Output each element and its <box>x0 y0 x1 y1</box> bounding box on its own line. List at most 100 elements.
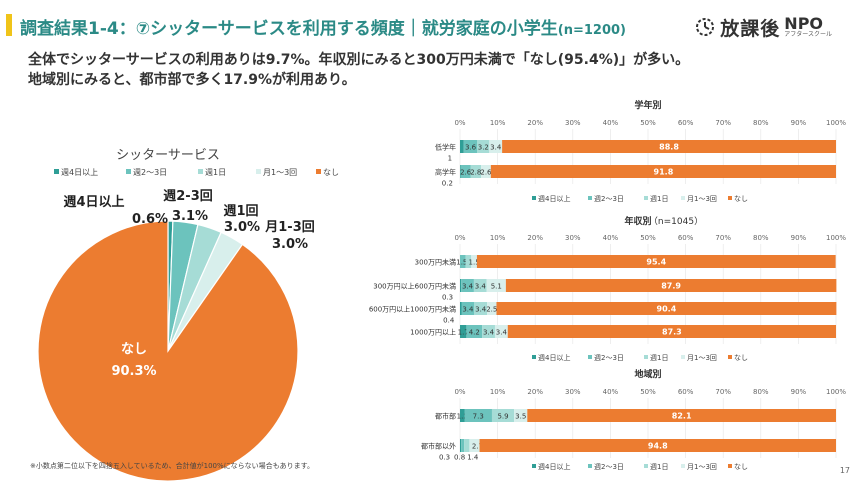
bar-legend-label: 週2〜3日 <box>594 462 624 471</box>
bar-value-label: 1 <box>448 155 452 163</box>
pie-slice <box>37 220 299 482</box>
bar-segment <box>489 140 503 153</box>
bar-chart-title: 年収別 <box>624 215 651 227</box>
pie-slice-value: 3.1% <box>172 209 208 224</box>
bar-legend-swatch <box>681 196 685 200</box>
bar-segment <box>460 439 462 452</box>
bar-segment <box>465 255 472 268</box>
axis-tick-label: 40% <box>603 234 619 242</box>
axis-tick-label: 20% <box>527 234 543 242</box>
bar-legend-label: 月1〜3回 <box>687 354 717 362</box>
pie-slice-label: なし <box>121 342 147 357</box>
pie-slice-value: 90.3% <box>111 364 156 379</box>
bar-segment <box>482 325 495 338</box>
axis-tick-label: 0% <box>454 388 465 396</box>
bar-segment <box>473 279 487 292</box>
pie-legend-label: なし <box>323 168 339 177</box>
bar-value-label: 2.5 <box>486 306 497 314</box>
bar-segment <box>460 325 467 338</box>
bar-value-label: 4.2 <box>469 329 480 337</box>
bar-segment <box>507 325 836 338</box>
bar-legend-label: なし <box>734 195 748 203</box>
axis-tick-label: 50% <box>640 388 656 396</box>
bar-legend-swatch <box>681 464 685 468</box>
bar-value-label: 82.1 <box>672 412 692 421</box>
axis-tick-label: 90% <box>791 234 807 242</box>
pie-slice-label: 週4日以上 <box>63 195 124 210</box>
axis-tick-label: 100% <box>826 234 846 242</box>
bar-legend-swatch <box>532 355 536 359</box>
bar-legend-label: 週4日以上 <box>538 194 570 203</box>
bar-segment <box>486 279 506 292</box>
logo-clock-icon <box>696 18 715 36</box>
axis-tick-label: 20% <box>527 119 543 127</box>
bar-legend-swatch <box>728 355 732 359</box>
axis-tick-label: 10% <box>490 388 506 396</box>
bar-segment <box>487 302 497 315</box>
category-label: 低学年 <box>435 143 456 152</box>
bar-segment <box>460 165 461 178</box>
pie-legend-swatch <box>198 169 203 174</box>
page-number: 17 <box>839 466 850 475</box>
category-label: 300万円以上600万円未満 <box>373 282 456 291</box>
axis-tick-label: 60% <box>678 388 694 396</box>
bar-value-label: 3.4 <box>462 306 474 314</box>
bar-value-label: 2.7 <box>472 443 483 451</box>
pie-legend-swatch <box>256 169 261 174</box>
bar-legend-swatch <box>588 196 592 200</box>
bar-segment <box>470 165 482 178</box>
bar-segment <box>466 325 483 338</box>
bar-legend-label: 週2〜3日 <box>594 353 624 362</box>
bar-value-label: 87.9 <box>661 282 681 291</box>
pie-slice-label: 週2-3回 <box>163 189 213 204</box>
bar-legend-swatch <box>532 464 536 468</box>
bar-legend-label: 月1〜3回 <box>687 195 717 203</box>
bar-segment <box>464 439 470 452</box>
pie-slice-value: 3.0% <box>272 237 308 252</box>
bar-segment <box>494 325 508 338</box>
bar-chart-title: 学年別 <box>634 99 661 111</box>
bar-value-label: 0.3 <box>439 454 450 462</box>
bar-legend-swatch <box>728 196 732 200</box>
bar-value-label: 1.7 <box>458 329 469 337</box>
bar-chart-title-n: （n=1045） <box>649 216 703 227</box>
bar-value-label: 1.2 <box>457 413 468 421</box>
bar-segment <box>463 140 478 153</box>
axis-tick-label: 100% <box>826 119 846 127</box>
bar-segment <box>471 255 477 268</box>
bar-value-label: 1.5 <box>456 259 467 267</box>
pie-legend-label: 週1日 <box>205 168 226 177</box>
axis-tick-label: 70% <box>715 234 731 242</box>
pie-slice-value: 0.6% <box>132 212 168 227</box>
bar-legend-label: なし <box>734 463 748 471</box>
bar-legend-swatch <box>532 196 536 200</box>
pie-legend-label: 週4日以上 <box>61 168 98 177</box>
bar-segment <box>502 140 836 153</box>
bar-segment <box>490 165 836 178</box>
bar-value-label: 3.4 <box>496 329 508 337</box>
bar-value-label: 87.3 <box>662 328 682 337</box>
bar-value-label: 3.4 <box>475 283 487 291</box>
bar-value-label: 2.8 <box>470 169 481 177</box>
axis-tick-label: 30% <box>565 119 581 127</box>
bar-value-label: 3.5 <box>515 413 526 421</box>
category-label: 高学年 <box>435 168 456 177</box>
bar-segment <box>514 409 528 422</box>
axis-tick-label: 0% <box>454 234 465 242</box>
bar-value-label: 0.8 <box>454 454 465 462</box>
axis-tick-label: 90% <box>791 388 807 396</box>
axis-tick-label: 90% <box>791 119 807 127</box>
pie-legend-swatch <box>126 169 131 174</box>
axis-tick-label: 70% <box>715 119 731 127</box>
bar-value-label: 7.3 <box>473 413 484 421</box>
logo-text: 放課後 <box>720 17 781 40</box>
category-label: 300万円未満 <box>415 258 456 267</box>
bar-legend-label: 月1〜3回 <box>687 463 717 471</box>
bar-value-label: 0.2 <box>442 180 453 188</box>
bar-value-label: 3.4 <box>462 283 474 291</box>
bar-legend-label: 週2〜3日 <box>594 194 624 203</box>
pie-legend-label: 週2〜3日 <box>133 168 167 177</box>
bar-legend-swatch <box>681 355 685 359</box>
bar-legend-swatch <box>588 464 592 468</box>
bar-value-label: 0.3 <box>442 294 453 302</box>
